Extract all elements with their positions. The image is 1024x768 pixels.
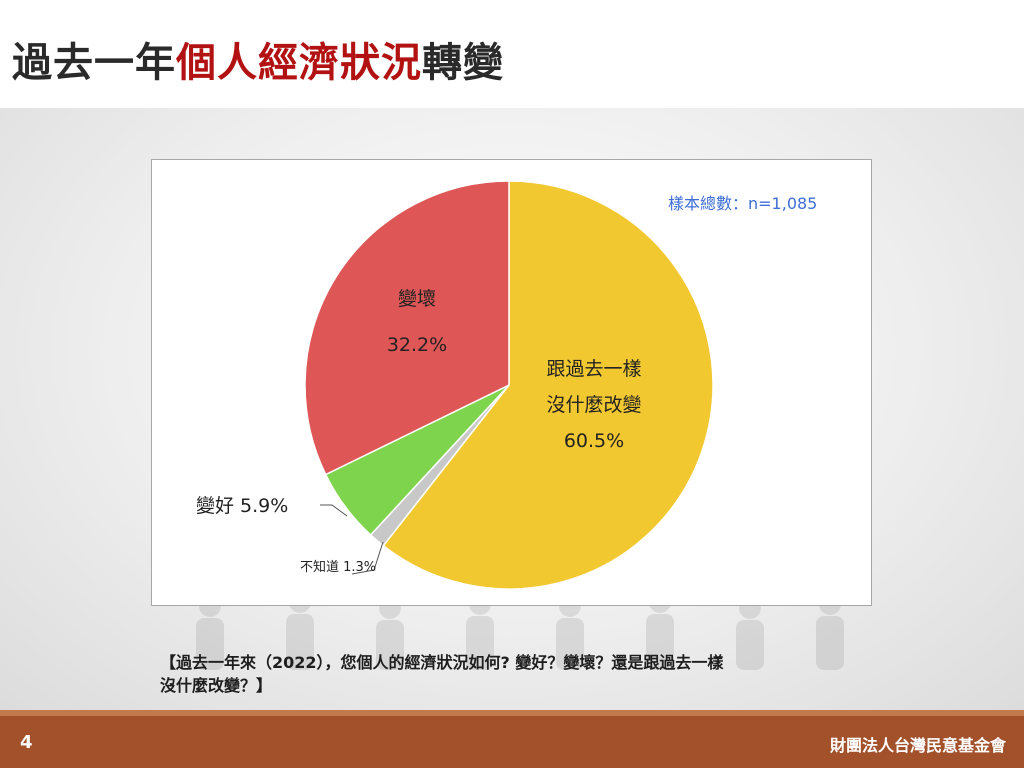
title-suffix: 轉變 xyxy=(422,40,504,86)
title-prefix: 過去一年 xyxy=(12,40,176,86)
sample-size-label: 樣本總數：n=1,085 xyxy=(668,194,818,213)
page-number: 4 xyxy=(20,732,33,753)
footer-accent-strip xyxy=(0,710,1024,716)
survey-question: 【過去一年來（2022），您個人的經濟狀況如何? 變好？變壞？還是跟過去一樣 沒… xyxy=(160,651,880,697)
pie-label-2: 變好 5.9% xyxy=(196,495,288,517)
pie-label-1: 不知道 1.3% xyxy=(300,559,376,575)
survey-question-line-1: 【過去一年來（2022），您個人的經濟狀況如何? 變好？變壞？還是跟過去一樣 xyxy=(160,653,724,672)
pie-category-label-0-0: 跟過去一樣 xyxy=(546,358,641,380)
page-title: 過去一年個人經濟狀況轉變 xyxy=(12,30,504,88)
footer-bar: 4 財團法人台灣民意基金會 xyxy=(0,710,1024,768)
title-highlight: 個人經濟狀況 xyxy=(176,40,422,86)
pie-category-label-0-1: 沒什麼改變 xyxy=(546,394,641,416)
pie-slice-3 xyxy=(304,180,510,476)
title-bar: 過去一年個人經濟狀況轉變 xyxy=(0,0,1024,108)
pie-category-label-3-0: 變壞 xyxy=(398,288,436,310)
pie-chart-panel: 跟過去一樣沒什麼改變 60.5% 不知道 1.3% 變好 5.9% 變壞 32.2% xyxy=(151,159,872,606)
pie-leader-line-1 xyxy=(351,541,384,575)
survey-question-line-2: 沒什麼改變？】 xyxy=(160,676,273,695)
pie-value-label-0: 60.5% xyxy=(564,430,624,452)
pie-slice-0 xyxy=(382,180,714,590)
organization-name: 財團法人台灣民意基金會 xyxy=(829,736,1006,755)
pie-leader-line-2 xyxy=(320,504,348,517)
pie-value-label-3: 32.2% xyxy=(387,334,447,356)
